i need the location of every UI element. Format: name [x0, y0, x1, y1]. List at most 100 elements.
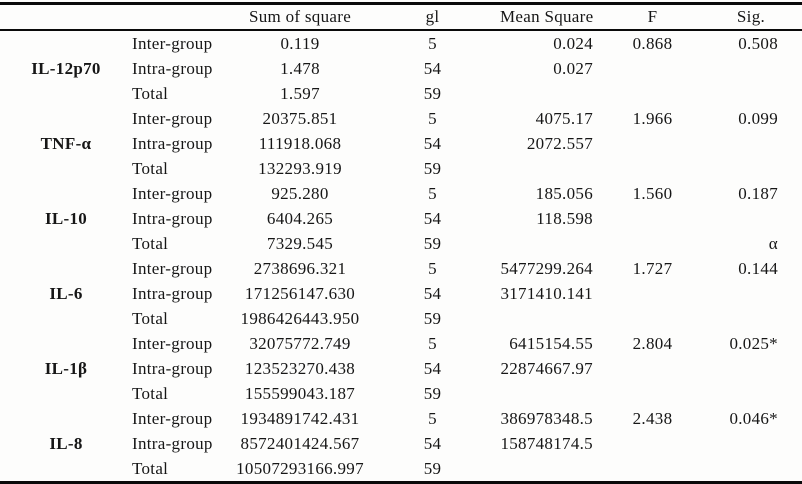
sum-of-square-value: 111918.068 — [258, 134, 342, 153]
table-row: Intra-group 123523270.438 54 22874667.97 — [0, 356, 802, 381]
sig-value: α — [768, 234, 778, 253]
f-value — [605, 281, 700, 306]
row-label: Intra-group — [132, 59, 213, 78]
table-row: Intra-group 171256147.630 54 3171410.141 — [0, 281, 802, 306]
row-label: Total — [132, 84, 169, 103]
gl-value: 54 — [423, 59, 442, 78]
sig-value — [700, 431, 802, 456]
table-row: IL-12p70 Inter-group 0.119 5 0.024 0.868 0.508 — [0, 30, 802, 77]
sig-value — [700, 356, 802, 381]
col-header-empty-2 — [132, 3, 235, 31]
mean-square-value — [500, 156, 605, 181]
sum-of-square-value: 10507293166.997 — [236, 459, 364, 478]
f-value — [605, 81, 700, 106]
gl-value: 59 — [423, 159, 442, 178]
row-label: Intra-group — [132, 359, 213, 378]
sig-value — [700, 456, 802, 483]
sig-value: 0.099 — [738, 109, 778, 128]
mean-square-value — [500, 381, 605, 406]
gl-value: 59 — [423, 84, 442, 103]
f-value: 1.727 — [632, 259, 673, 278]
sum-of-square-value: 925.280 — [271, 184, 329, 203]
sig-value — [700, 131, 802, 156]
sum-of-square-value: 123523270.438 — [244, 359, 356, 378]
mean-square-value — [500, 306, 605, 331]
sig-value — [700, 206, 802, 231]
gl-value: 5 — [428, 409, 437, 428]
gl-value: 54 — [423, 209, 442, 228]
col-header-sum-of-square: Sum of square — [235, 3, 365, 31]
sig-value — [700, 281, 802, 306]
gl-value: 5 — [428, 34, 437, 53]
gl-value: 54 — [423, 284, 442, 303]
gl-value: 54 — [423, 434, 442, 453]
mean-square-value: 4075.17 — [535, 109, 593, 128]
row-label: Inter-group — [132, 34, 213, 53]
sig-value: 0.025* — [729, 334, 778, 353]
f-value — [605, 431, 700, 456]
cytokine-name: TNF-α — [40, 134, 92, 153]
sum-of-square-value: 8572401424.567 — [240, 434, 360, 453]
sig-value: 0.046* — [729, 409, 778, 428]
mean-square-value: 158748174.5 — [500, 434, 593, 453]
row-label: Total — [132, 234, 169, 253]
row-label: Intra-group — [132, 209, 213, 228]
sum-of-square-value: 1.597 — [280, 84, 320, 103]
table-row: Total 132293.919 59 — [0, 156, 802, 181]
table-row: Intra-group 8572401424.567 54 158748174.5 — [0, 431, 802, 456]
f-value: 1.560 — [632, 184, 673, 203]
sig-value: 0.508 — [738, 34, 778, 53]
f-value — [605, 131, 700, 156]
gl-value: 5 — [428, 259, 437, 278]
row-label: Inter-group — [132, 259, 213, 278]
mean-square-value: 118.598 — [536, 209, 593, 228]
cytokine-name: IL-1β — [44, 359, 88, 378]
sig-value: 0.144 — [738, 259, 778, 278]
row-label: Inter-group — [132, 334, 213, 353]
sum-of-square-value: 2738696.321 — [253, 259, 347, 278]
mean-square-value — [500, 231, 605, 256]
f-value: 2.804 — [632, 334, 673, 353]
sum-of-square-value: 32075772.749 — [249, 334, 351, 353]
table-row: Total 7329.545 59 α — [0, 231, 802, 256]
table-row: Total 1.597 59 — [0, 81, 802, 106]
sum-of-square-value: 7329.545 — [266, 234, 334, 253]
sum-of-square-value: 132293.919 — [258, 159, 342, 178]
f-value — [605, 356, 700, 381]
col-header-sig: Sig. — [700, 3, 802, 31]
gl-value: 59 — [423, 234, 442, 253]
row-label: Inter-group — [132, 409, 213, 428]
cytokine-name: IL-12p70 — [31, 59, 101, 78]
table-row: IL-1β Inter-group 32075772.749 5 6415154.55 2… — [0, 331, 802, 377]
gl-value: 59 — [423, 459, 442, 478]
table-row: TNF-α Inter-group 20375.851 5 4075.17 1.966 0.… — [0, 106, 802, 152]
col-header-gl: gl — [365, 3, 500, 31]
table-row: Total 10507293166.997 59 — [0, 456, 802, 483]
mean-square-value: 0.027 — [553, 59, 593, 78]
row-label: Inter-group — [132, 184, 213, 203]
row-label: Intra-group — [132, 284, 213, 303]
sig-value — [700, 306, 802, 331]
sum-of-square-value: 155599043.187 — [244, 384, 356, 403]
mean-square-value — [500, 81, 605, 106]
gl-value: 5 — [428, 109, 437, 128]
row-label: Intra-group — [132, 134, 213, 153]
col-header-f: F — [605, 3, 700, 31]
sum-of-square-value: 0.119 — [280, 34, 320, 53]
f-value — [605, 206, 700, 231]
row-label: Total — [132, 309, 169, 328]
f-value: 0.868 — [632, 34, 673, 53]
sum-of-square-value: 171256147.630 — [244, 284, 356, 303]
mean-square-value: 386978348.5 — [500, 409, 593, 428]
gl-value: 59 — [423, 384, 442, 403]
sum-of-square-value: 1.478 — [280, 59, 320, 78]
mean-square-value: 185.056 — [535, 184, 593, 203]
row-label: Total — [132, 159, 169, 178]
sig-value — [700, 81, 802, 106]
col-header-mean-square: Mean Square — [500, 3, 605, 31]
f-value: 1.966 — [632, 109, 673, 128]
mean-square-value: 3171410.141 — [500, 284, 593, 303]
gl-value: 54 — [423, 134, 442, 153]
f-value — [605, 456, 700, 483]
